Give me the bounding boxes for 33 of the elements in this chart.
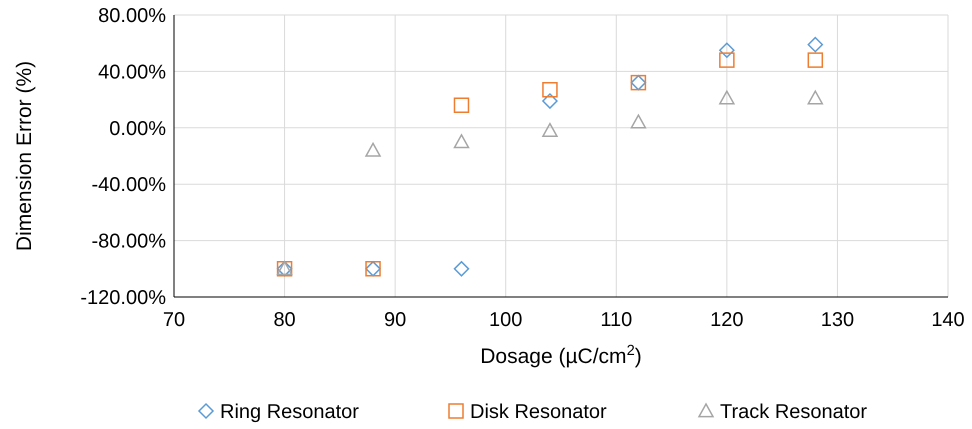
y-tick-label: 0.00%	[109, 118, 166, 140]
point	[542, 93, 558, 109]
point	[808, 90, 824, 105]
point	[630, 114, 646, 129]
legend-label: Disk Resonator	[470, 401, 608, 423]
legend-label: Track Resonator	[720, 401, 868, 423]
point	[719, 90, 735, 105]
y-tick-label: -40.00%	[92, 174, 166, 196]
x-tick-label: 120	[710, 309, 744, 331]
point	[454, 261, 470, 277]
legend-label: Ring Resonator	[220, 401, 360, 423]
point	[808, 36, 824, 52]
point	[542, 82, 558, 98]
y-tick-label: -80.00%	[92, 230, 166, 253]
x-tick-label: 110	[600, 309, 632, 331]
x-axis-title: Dosage (µC/cm$^{2}$)	[480, 343, 642, 368]
y-tick-label: 40.00%	[98, 61, 166, 84]
point	[454, 97, 470, 113]
point	[365, 142, 381, 157]
point	[454, 134, 470, 148]
x-tick-label: 100	[489, 309, 522, 331]
y-axis-title: Dimension Error (%)	[13, 60, 36, 252]
y-tick-label: 80.00%	[98, 5, 166, 27]
point	[719, 42, 735, 58]
point	[542, 122, 558, 137]
x-tick-label: 70	[162, 309, 186, 331]
point	[719, 52, 735, 68]
y-tick-label: -120.00%	[80, 287, 166, 309]
x-tick-label: 80	[273, 309, 296, 331]
x-tick-label: 140	[931, 309, 965, 331]
x-tick-label: 130	[820, 309, 854, 331]
x-tick-label: 90	[384, 309, 406, 331]
point	[808, 52, 824, 68]
